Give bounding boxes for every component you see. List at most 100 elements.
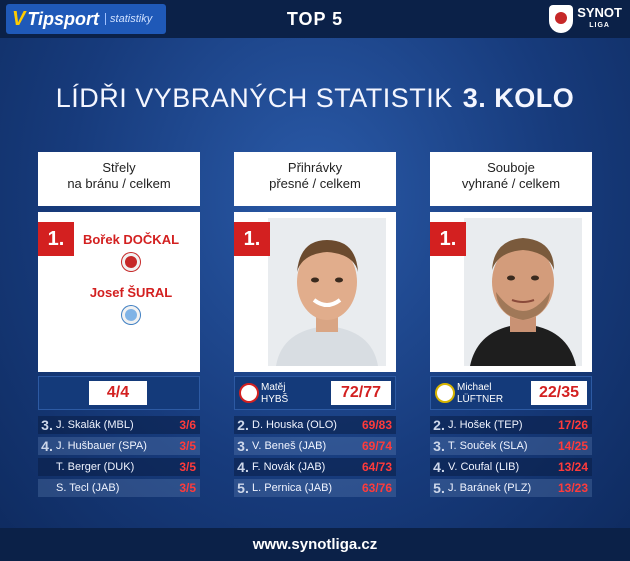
player-name: J. Hošek (TEP) <box>448 419 523 431</box>
stat-value: 3/6 <box>179 418 196 432</box>
leader-card: 1. <box>430 212 592 372</box>
slovacko-crest-icon <box>122 306 140 324</box>
player-name: S. Tecl (JAB) <box>56 482 120 494</box>
list-item: T. Berger (DUK) 3/5 <box>38 458 200 476</box>
result-bar: Michael LÜFTNER 22/35 <box>430 376 592 410</box>
tipsport-sub: statistiky <box>105 13 152 25</box>
leader-name: Josef ŠURAL <box>89 285 173 300</box>
list-item: 5. L. Pernica (JAB) 63/76 <box>234 479 396 497</box>
league-shield-icon <box>549 5 574 33</box>
stat-value: 17/26 <box>557 418 588 432</box>
player-first-name: Michael <box>457 382 492 393</box>
list-item: S. Tecl (JAB) 3/5 <box>38 479 200 497</box>
player-name: V. Coufal (LIB) <box>448 461 520 473</box>
rank-list: 3. J. Skalák (MBL) 3/6 4. J. Hušbauer (S… <box>38 416 200 497</box>
player-portrait-icon <box>268 218 386 366</box>
player-photo <box>464 218 582 366</box>
stat-column-duels: Souboje vyhrané / celkem 1. Michael LÜFT… <box>430 152 592 500</box>
stat-value: 3/5 <box>179 481 196 495</box>
column-heading: Přihrávky přesné / celkem <box>234 152 396 206</box>
rank-badge: 1. <box>430 222 466 256</box>
player-portrait-icon <box>464 218 582 366</box>
league-name: SYNOT <box>577 5 622 20</box>
player-name: T. Berger (DUK) <box>56 461 135 473</box>
rank-badge: 1. <box>234 222 270 256</box>
rank-number: 4. <box>433 459 445 475</box>
result-bar: Matěj HYBŠ 72/77 <box>234 376 396 410</box>
rank-number: 3. <box>433 438 445 454</box>
tipsport-v-icon: V <box>12 7 26 30</box>
rank-list: 2. J. Hošek (TEP) 17/26 3. T. Souček (SL… <box>430 416 592 497</box>
rank-number: 3. <box>41 417 53 433</box>
league-sub: LIGA <box>589 22 610 29</box>
stat-value: 3/5 <box>179 439 196 453</box>
heading-line1: Střely <box>102 160 136 175</box>
list-item: 4. F. Novák (JAB) 64/73 <box>234 458 396 476</box>
heading-line2: přesné / celkem <box>269 176 361 191</box>
stat-column-passes: Přihrávky přesné / celkem 1. Matěj HYBŠ … <box>234 152 396 500</box>
stat-column-shots: Střely na bránu / celkem Bořek DOČKAL Jo… <box>38 152 200 500</box>
list-item: 3. V. Beneš (JAB) 69/74 <box>234 437 396 455</box>
stat-value: 14/25 <box>557 439 588 453</box>
list-item: 4. V. Coufal (LIB) 13/24 <box>430 458 592 476</box>
player-name: L. Pernica (JAB) <box>252 482 333 494</box>
player-last-name: LÜFTNER <box>457 394 504 405</box>
top-bar: V Tipsport statistiky TOP 5 SYNOT LIGA <box>0 0 630 38</box>
synot-liga-logo: SYNOT LIGA <box>549 5 622 33</box>
result-value: 22/35 <box>531 381 587 405</box>
player-name: F. Novák (JAB) <box>252 461 326 473</box>
rank-list: 2. D. Houska (OLO) 69/83 3. V. Beneš (JA… <box>234 416 396 497</box>
player-photo <box>268 218 386 366</box>
list-item: 2. J. Hošek (TEP) 17/26 <box>430 416 592 434</box>
page-title: TOP 5 <box>286 9 344 29</box>
heading-line2: vyhrané / celkem <box>461 176 561 191</box>
rank-number: 2. <box>237 417 249 433</box>
stat-value: 69/83 <box>361 418 392 432</box>
list-item: 3. T. Souček (SLA) 14/25 <box>430 437 592 455</box>
result-value: 72/77 <box>331 381 391 405</box>
headline: LÍDŘI VYBRANÝCH STATISTIK 3. KOLO <box>0 83 630 114</box>
column-heading: Střely na bránu / celkem <box>38 152 200 206</box>
result-value: 4/4 <box>89 381 147 405</box>
player-name: J. Hušbauer (SPA) <box>56 440 147 452</box>
player-name: T. Souček (SLA) <box>448 440 528 452</box>
stat-value: 13/23 <box>557 481 588 495</box>
rank-number: 3. <box>237 438 249 454</box>
list-item: 5. J. Baránek (PLZ) 13/23 <box>430 479 592 497</box>
player-last-name: HYBŠ <box>261 394 289 405</box>
rank-number: 5. <box>433 480 445 496</box>
rank-number: 4. <box>237 459 249 475</box>
column-heading: Souboje vyhrané / celkem <box>430 152 592 206</box>
leader-name: Michael LÜFTNER <box>457 382 503 406</box>
stat-value: 13/24 <box>557 460 588 474</box>
leader-card: 1. <box>234 212 396 372</box>
player-name: J. Baránek (PLZ) <box>448 482 532 494</box>
stat-value: 64/73 <box>361 460 392 474</box>
player-name: V. Beneš (JAB) <box>252 440 327 452</box>
list-item: 4. J. Hušbauer (SPA) 3/5 <box>38 437 200 455</box>
result-bar: 4/4 <box>38 376 200 410</box>
rank-number: 5. <box>237 480 249 496</box>
stat-value: 69/74 <box>361 439 392 453</box>
player-name: D. Houska (OLO) <box>252 419 337 431</box>
player-name: J. Skalák (MBL) <box>56 419 134 431</box>
list-item: 2. D. Houska (OLO) 69/83 <box>234 416 396 434</box>
headline-title: LÍDŘI VYBRANÝCH STATISTIK <box>55 83 453 113</box>
footer: www.synotliga.cz <box>0 528 630 561</box>
heading-line1: Přihrávky <box>287 160 343 175</box>
leader-name: Matěj HYBŠ <box>261 382 288 406</box>
rank-number: 2. <box>433 417 445 433</box>
tipsport-brand: Tipsport <box>27 8 100 29</box>
stat-value: 63/76 <box>361 481 392 495</box>
stat-value: 3/5 <box>179 460 196 474</box>
tipsport-logo: V Tipsport statistiky <box>6 4 166 34</box>
sparta-crest-icon <box>239 383 259 403</box>
rank-number: 4. <box>41 438 53 454</box>
leader-names: Bořek DOČKAL Josef ŠURAL <box>72 218 190 366</box>
sparta-crest-icon <box>122 253 140 271</box>
teplice-crest-icon <box>435 383 455 403</box>
list-item: 3. J. Skalák (MBL) 3/6 <box>38 416 200 434</box>
leader-name: Bořek DOČKAL <box>82 232 180 247</box>
footer-url[interactable]: www.synotliga.cz <box>252 536 378 553</box>
heading-line1: Souboje <box>487 160 535 175</box>
